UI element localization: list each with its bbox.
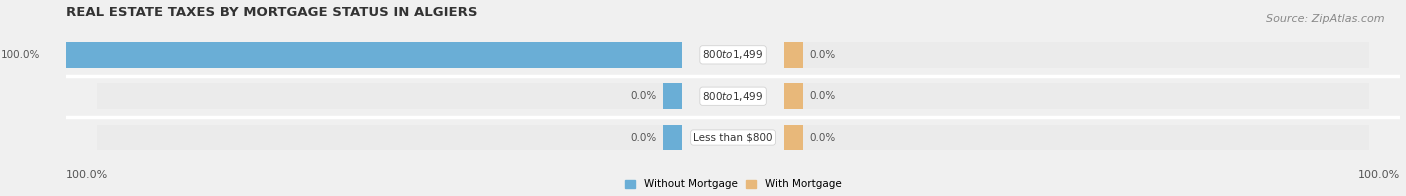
- Text: Less than $800: Less than $800: [693, 132, 773, 142]
- Text: $800 to $1,499: $800 to $1,499: [703, 48, 763, 61]
- Bar: [664, 125, 682, 150]
- Bar: [785, 83, 803, 109]
- Text: $800 to $1,499: $800 to $1,499: [703, 90, 763, 103]
- Text: 100.0%: 100.0%: [66, 170, 108, 180]
- Bar: [785, 125, 803, 150]
- Bar: [46, 42, 682, 68]
- Bar: [785, 125, 1368, 150]
- Text: 0.0%: 0.0%: [630, 91, 657, 101]
- Text: REAL ESTATE TAXES BY MORTGAGE STATUS IN ALGIERS: REAL ESTATE TAXES BY MORTGAGE STATUS IN …: [66, 5, 477, 19]
- Bar: [785, 83, 1368, 109]
- Text: Source: ZipAtlas.com: Source: ZipAtlas.com: [1267, 14, 1385, 24]
- Bar: [785, 42, 803, 68]
- Text: 0.0%: 0.0%: [810, 91, 835, 101]
- Legend: Without Mortgage, With Mortgage: Without Mortgage, With Mortgage: [624, 179, 841, 189]
- Text: 0.0%: 0.0%: [810, 132, 835, 142]
- Bar: [785, 42, 1368, 68]
- Bar: [97, 42, 682, 68]
- Bar: [97, 83, 682, 109]
- Bar: [97, 125, 682, 150]
- Text: 100.0%: 100.0%: [1358, 170, 1400, 180]
- Bar: [664, 83, 682, 109]
- Text: 0.0%: 0.0%: [810, 50, 835, 60]
- Text: 100.0%: 100.0%: [1, 50, 41, 60]
- Text: 0.0%: 0.0%: [630, 132, 657, 142]
